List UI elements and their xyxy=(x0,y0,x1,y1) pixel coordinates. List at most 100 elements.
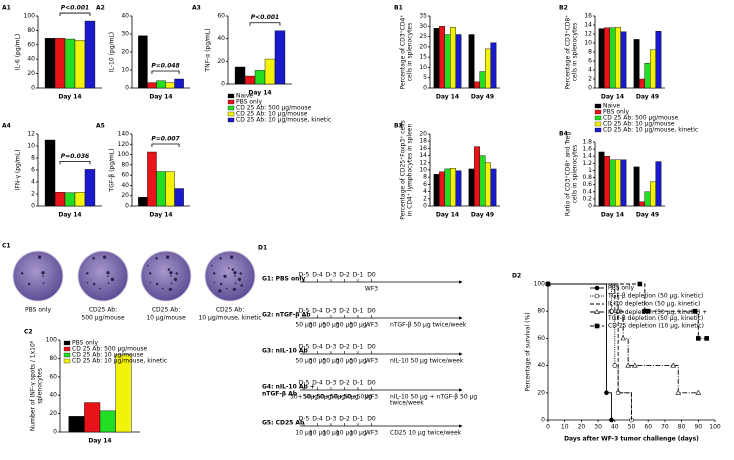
bar xyxy=(468,34,475,89)
spot xyxy=(219,257,222,260)
bar xyxy=(439,26,445,89)
panel-label: A2 xyxy=(96,5,105,12)
y-tick-label: 120 xyxy=(118,141,130,148)
challenge-label: WF3 xyxy=(365,322,378,329)
y-tick-label: 1.8 xyxy=(582,139,592,146)
panel-label: A4 xyxy=(2,123,11,130)
day-label: D0 xyxy=(367,416,376,423)
group-label: nTGF-β Ab xyxy=(262,391,298,398)
p-value: P=0.048 xyxy=(151,63,179,70)
day-label: D-2 xyxy=(339,272,350,279)
challenge-label: WF3 xyxy=(365,430,378,437)
bar xyxy=(156,80,166,89)
day-label: D-2 xyxy=(339,380,350,387)
spot xyxy=(173,277,178,281)
bar xyxy=(598,151,605,207)
spot xyxy=(110,277,115,281)
legend-label: CD 25 Ab: 10 μg/mouse, kinetic xyxy=(72,358,167,365)
bar xyxy=(84,402,101,433)
spot xyxy=(98,287,101,290)
schedule-note: twice/week xyxy=(390,400,424,407)
y-tick-label: 10 xyxy=(419,167,427,174)
spot xyxy=(175,272,178,275)
x-tick-label: Day 14 xyxy=(88,438,111,445)
bar xyxy=(604,156,610,207)
legend-swatch xyxy=(594,103,602,109)
y-tick-label: 10 xyxy=(419,64,427,71)
y-tick-label: 12 xyxy=(584,31,592,38)
bar xyxy=(639,201,645,207)
bar xyxy=(620,159,627,207)
y-tick-label: 40 xyxy=(121,13,129,20)
y-tick-label: 1 xyxy=(588,167,592,174)
x-tick-label: 60 xyxy=(644,424,652,431)
y-axis-label: Ratio of CD3⁺CD8⁺ and Treg xyxy=(565,132,572,217)
y-tick-label: 0 xyxy=(588,203,592,210)
bar xyxy=(147,82,157,89)
y-tick-label: 20 xyxy=(27,70,35,77)
y-tick-label: 12 xyxy=(27,131,35,138)
spot xyxy=(230,255,234,259)
elispot-well xyxy=(204,250,256,302)
dose-label: 10 μg xyxy=(309,430,326,437)
point xyxy=(594,308,600,314)
point xyxy=(670,362,677,368)
y-tick-label: 4 xyxy=(588,67,592,74)
point xyxy=(704,336,709,341)
x-tick-label: Day 49 xyxy=(636,212,659,219)
bar xyxy=(165,82,175,89)
bar xyxy=(234,66,246,85)
x-tick-label: 50 xyxy=(628,424,636,431)
spot xyxy=(232,287,236,291)
legend-swatch xyxy=(594,109,602,115)
bar xyxy=(264,58,276,85)
y-tick-label: 100 xyxy=(24,13,36,20)
legend-label: IL-10 depletion (50 μg, kinetic) xyxy=(608,301,700,308)
x-axis-label: Days after WF-3 tumor challenge (days) xyxy=(564,436,699,443)
y-tick-label: 8 xyxy=(31,155,35,162)
x-tick-label: Day 49 xyxy=(471,94,494,101)
day-label: D-3 xyxy=(326,416,337,423)
bar xyxy=(615,27,621,89)
y-tick-label: 20 xyxy=(419,131,427,138)
challenge-label: WF3 xyxy=(365,358,378,365)
p-value: P<0.001 xyxy=(61,5,89,12)
panel-label: C1 xyxy=(2,243,11,250)
bar xyxy=(609,27,616,89)
group-label: G5: CD25 Ab xyxy=(262,420,305,427)
bar xyxy=(474,146,480,207)
spot xyxy=(86,272,89,275)
well-label: 10 μg/mouse xyxy=(146,315,186,322)
dose-label: 50+50μg xyxy=(317,394,345,401)
y-tick-label: 40 xyxy=(49,392,57,399)
y-tick-label: 6 xyxy=(588,58,592,65)
y-tick-label: 0 xyxy=(423,203,427,210)
legend-label: CD 25 Ab: 10 μg/mouse, kinetic xyxy=(603,127,698,134)
dose-label: 50 μg xyxy=(295,358,312,365)
legend-label: Naive xyxy=(603,103,620,110)
y-axis-label: in CD4⁺ lymphocytes in spleen xyxy=(407,124,414,217)
x-tick-label: Day 14 xyxy=(149,212,172,219)
legend-label: PBS only xyxy=(603,109,629,116)
panel-label: B4 xyxy=(559,131,568,138)
well-label: CD25 Ab: xyxy=(89,307,117,314)
day-label: D-2 xyxy=(339,308,350,315)
well-label: 500 μg/mouse xyxy=(81,315,124,322)
day-label: D-4 xyxy=(312,416,323,423)
spot xyxy=(103,255,107,259)
well-label: CD25 Ab: xyxy=(216,307,244,314)
legend-label: CD 25 Ab: 10 μg/mouse xyxy=(236,111,308,118)
bar xyxy=(468,168,475,207)
panel-label: B3 xyxy=(394,123,403,130)
dose-label: 50 μg xyxy=(322,322,339,329)
bar xyxy=(156,171,166,207)
day-label: D-1 xyxy=(353,380,364,387)
bar xyxy=(54,191,66,207)
y-axis-label: IFN-γ (pg/mL) xyxy=(15,150,22,191)
spot xyxy=(228,267,230,269)
legend-label: IL-10 depletion (50 μg, kinetic) + TGF-β… xyxy=(607,309,709,322)
panel-label: A3 xyxy=(192,5,201,12)
y-tick-label: 14 xyxy=(584,22,592,29)
bar xyxy=(138,197,148,207)
legend-swatch xyxy=(594,127,602,133)
